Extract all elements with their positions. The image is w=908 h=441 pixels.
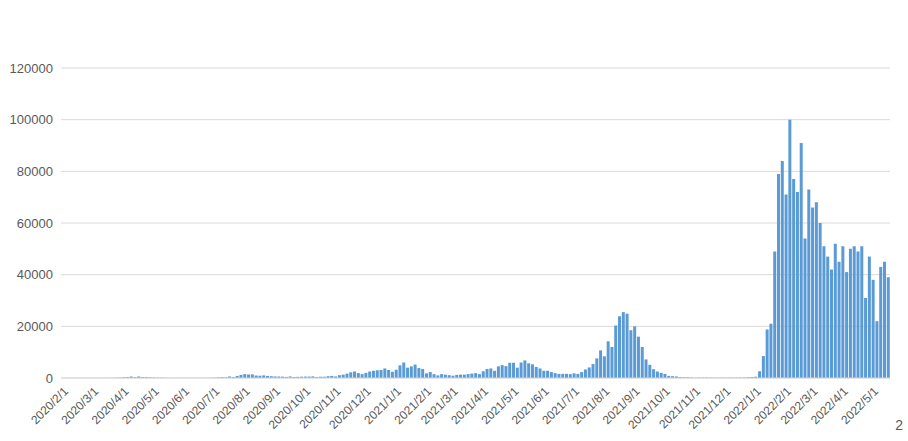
svg-text:2021/8/1: 2021/8/1 xyxy=(569,384,613,428)
svg-text:2020/5/1: 2020/5/1 xyxy=(119,384,162,428)
svg-text:2022/2/1: 2022/2/1 xyxy=(751,384,794,428)
svg-text:2020/12/1: 2020/12/1 xyxy=(326,384,374,432)
svg-text:2021/5/1: 2021/5/1 xyxy=(478,384,522,428)
svg-text:20000: 20000 xyxy=(17,319,53,334)
svg-text:40000: 40000 xyxy=(17,267,53,282)
svg-text:2021/7/1: 2021/7/1 xyxy=(539,384,583,428)
svg-text:2020/9/1: 2020/9/1 xyxy=(240,384,283,428)
svg-text:2020/8/1: 2020/8/1 xyxy=(209,384,253,428)
svg-text:2022/4/1: 2022/4/1 xyxy=(807,384,851,428)
svg-text:2020/11/1: 2020/11/1 xyxy=(296,384,344,432)
html-text:2: 2 xyxy=(895,417,903,433)
svg-text:2021/1/1: 2021/1/1 xyxy=(361,384,405,428)
svg-text:2021/3/1: 2021/3/1 xyxy=(418,384,461,428)
svg-text:2020/2/1: 2020/2/1 xyxy=(28,384,71,428)
svg-text:2022/1/1: 2022/1/1 xyxy=(720,384,764,428)
svg-text:2020/7/1: 2020/7/1 xyxy=(179,384,223,428)
svg-text:60000: 60000 xyxy=(17,216,53,231)
svg-text:2020/3/1: 2020/3/1 xyxy=(58,384,102,428)
svg-text:2021/11/1: 2021/11/1 xyxy=(656,384,704,432)
svg-text:2021/6/1: 2021/6/1 xyxy=(508,384,552,428)
svg-text:2021/10/1: 2021/10/1 xyxy=(625,384,673,432)
svg-text:2020/4/1: 2020/4/1 xyxy=(88,384,132,428)
svg-text:2022/5/1: 2022/5/1 xyxy=(838,384,881,427)
svg-text:2021/2/1: 2021/2/1 xyxy=(391,384,435,428)
svg-text:2020/6/1: 2020/6/1 xyxy=(149,384,193,428)
svg-text:2021/9/1: 2021/9/1 xyxy=(599,384,643,428)
svg-text:120000: 120000 xyxy=(10,61,53,76)
svg-text:80000: 80000 xyxy=(17,164,53,179)
svg-text:2021/12/1: 2021/12/1 xyxy=(686,384,734,432)
svg-text:2020/10/1: 2020/10/1 xyxy=(265,384,314,432)
svg-text:2021/4/1: 2021/4/1 xyxy=(448,384,492,428)
svg-text:100000: 100000 xyxy=(10,112,53,127)
svg-text:0: 0 xyxy=(46,371,53,386)
svg-text:2022/3/1: 2022/3/1 xyxy=(777,384,821,428)
